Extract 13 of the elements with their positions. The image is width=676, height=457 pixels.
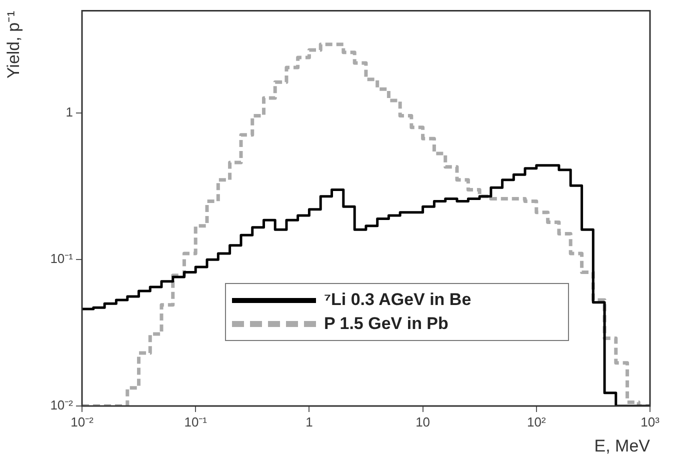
x-tick-label: 10 — [416, 414, 430, 430]
legend-label: ⁷Li 0.3 AGeV in Be — [324, 290, 472, 310]
x-axis-title: E, MeV — [594, 436, 651, 456]
x-tick-label: 10⁻¹ — [184, 414, 208, 430]
x-tick-label: 10⁻² — [70, 414, 94, 430]
y-tick-label: 1 — [66, 104, 73, 120]
y-tick-label: 10⁻¹ — [50, 251, 74, 266]
x-tick-label: 10³ — [640, 414, 660, 430]
x-tick-label: 1 — [306, 414, 313, 430]
y-axis-title: Yield, p⁻¹ — [4, 10, 23, 79]
legend-label: P 1.5 GeV in Pb — [324, 314, 448, 334]
x-tick-label: 10² — [527, 414, 546, 430]
y-tick-label: 10⁻² — [50, 398, 74, 413]
